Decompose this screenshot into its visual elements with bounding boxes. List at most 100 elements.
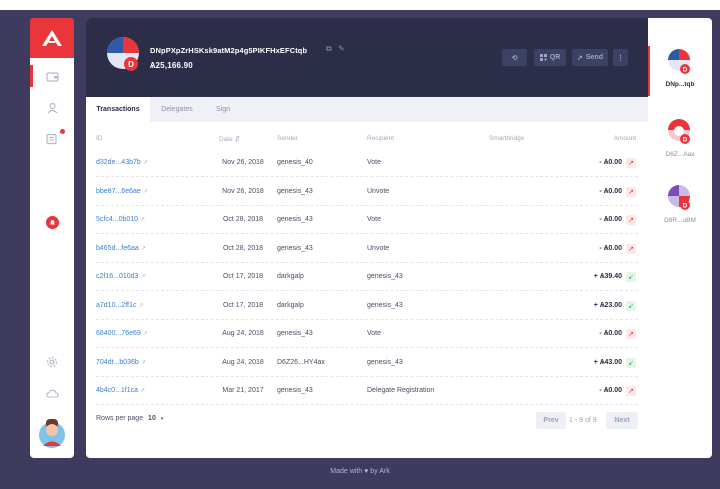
table-row[interactable]: b465d...fe6aa ↗ Oct 28, 2018 genesis_43 Unvo… bbox=[96, 235, 638, 263]
transaction-id-link[interactable]: 5cfc4...0b010 ↗ bbox=[96, 216, 146, 223]
external-link-icon: ↗ bbox=[140, 388, 146, 394]
qr-label: QR bbox=[549, 54, 561, 61]
table-row[interactable]: d32de...43b7b ↗ Nov 26, 2018 genesis_40 Vote… bbox=[96, 149, 638, 177]
incoming-arrow-icon: ↙ bbox=[626, 272, 636, 282]
transaction-sender[interactable]: genesis_43 bbox=[277, 187, 313, 195]
cloud-icon[interactable] bbox=[42, 383, 62, 403]
transaction-sender[interactable]: genesis_43 bbox=[277, 330, 313, 337]
column-date[interactable]: Date ⇵ bbox=[219, 136, 240, 143]
wallet-icon[interactable] bbox=[42, 66, 62, 86]
gear-icon[interactable] bbox=[42, 352, 62, 372]
transaction-date: Aug 24, 2018 bbox=[222, 358, 264, 366]
wallet-list-label: D6Z...Aax bbox=[665, 151, 695, 158]
external-link-icon: ↗ bbox=[140, 274, 146, 280]
window-top-band bbox=[0, 0, 720, 10]
copy-icon[interactable]: ⧉ bbox=[326, 44, 332, 53]
transaction-sender[interactable]: D6Z26...HY4ax bbox=[277, 358, 325, 366]
ark-logo-icon bbox=[42, 30, 62, 46]
transaction-date: Oct 17, 2018 bbox=[222, 301, 264, 309]
transaction-date: Nov 26, 2018 bbox=[222, 187, 264, 195]
wallet-list-item[interactable]: D D9R...uBM bbox=[648, 184, 712, 224]
transaction-sender[interactable]: darkgalp bbox=[277, 301, 304, 309]
wallet-list-item[interactable]: D D6Z...Aax bbox=[648, 118, 712, 158]
tab-delegates[interactable]: Delegates bbox=[161, 106, 193, 113]
table-row[interactable]: 704dt...b036b ↗ Aug 24, 2018 D6Z26...HY4ax g… bbox=[96, 349, 638, 377]
transaction-recipient[interactable]: Delegate Registration bbox=[367, 387, 435, 394]
transaction-recipient[interactable]: genesis_43 bbox=[367, 358, 403, 366]
outgoing-arrow-icon: ↗ bbox=[626, 215, 636, 225]
refresh-button[interactable]: ⟲ bbox=[502, 49, 527, 66]
external-link-icon: ↗ bbox=[142, 160, 148, 166]
wallet-list-label: DNp...tqb bbox=[665, 81, 695, 88]
transaction-id-link[interactable]: 4b4c0...1f1ca ↗ bbox=[96, 387, 146, 394]
transaction-sender[interactable]: darkgalp bbox=[277, 273, 304, 280]
transaction-id-link[interactable]: c2f16...010d3 ↗ bbox=[96, 273, 146, 280]
prev-page-button[interactable]: Prev bbox=[536, 412, 566, 429]
column-amount[interactable]: Amount bbox=[613, 135, 636, 142]
qr-button[interactable]: QR bbox=[534, 49, 566, 66]
transaction-recipient[interactable]: Unvote bbox=[367, 244, 390, 252]
rows-per-page-label: Rows per page bbox=[96, 415, 144, 422]
transaction-amount: + Ѧ43.00 bbox=[593, 358, 622, 366]
transaction-sender[interactable]: genesis_43 bbox=[277, 244, 313, 252]
transaction-recipient[interactable]: Vote bbox=[367, 159, 382, 166]
transaction-recipient[interactable]: genesis_43 bbox=[367, 301, 403, 309]
more-options-button[interactable]: ⋮ bbox=[613, 49, 628, 66]
wallet-list: D DNp...tqb D D6Z...Aax D D9R...uBM bbox=[648, 18, 712, 458]
transaction-date: Mar 21, 2017 bbox=[222, 387, 264, 394]
transaction-id-link[interactable]: bbe87...6e6ae ↗ bbox=[96, 187, 148, 195]
table-row[interactable]: 4b4c0...1f1ca ↗ Mar 21, 2017 genesis_43 Dele… bbox=[96, 377, 638, 405]
transaction-id-link[interactable]: d32de...43b7b ↗ bbox=[96, 159, 148, 166]
qr-icon bbox=[539, 54, 547, 61]
transaction-recipient[interactable]: Vote bbox=[367, 330, 382, 337]
next-page-button[interactable]: Next bbox=[606, 412, 638, 429]
transaction-recipient[interactable]: Vote bbox=[367, 216, 382, 223]
transaction-id-link[interactable]: a7d10...2ff1c ↗ bbox=[96, 301, 144, 309]
transaction-date: Nov 26, 2018 bbox=[222, 159, 264, 166]
sidebar bbox=[30, 18, 74, 458]
transaction-id-link[interactable]: 68400...76e69 ↗ bbox=[96, 330, 148, 337]
sidebar-active-indicator bbox=[30, 65, 33, 87]
transaction-id-link[interactable]: b465d...fe6aa ↗ bbox=[96, 244, 146, 252]
tab-sign[interactable]: Sign bbox=[215, 106, 230, 113]
table-row[interactable]: bbe87...6e6ae ↗ Nov 26, 2018 genesis_43 Unvo… bbox=[96, 178, 638, 206]
table-row[interactable]: a7d10...2ff1c ↗ Oct 17, 2018 darkgalp genesi… bbox=[96, 292, 638, 320]
transaction-sender[interactable]: genesis_40 bbox=[277, 159, 313, 166]
transaction-recipient[interactable]: genesis_43 bbox=[367, 273, 403, 280]
table-header: ID Date ⇵ Sender Recipient Smartbridge A… bbox=[86, 135, 648, 147]
column-recipient[interactable]: Recipient bbox=[367, 135, 395, 142]
send-button[interactable]: ↗ Send bbox=[572, 49, 608, 66]
wallet-list-item[interactable]: D DNp...tqb bbox=[648, 48, 712, 88]
incoming-arrow-icon: ↙ bbox=[626, 357, 636, 368]
wallet-balance: Ѧ25,166.90 bbox=[150, 61, 193, 70]
tab-transactions[interactable]: Transactions bbox=[86, 97, 150, 122]
column-smartbridge[interactable]: Smartbridge bbox=[489, 135, 525, 142]
contact-icon[interactable] bbox=[42, 98, 62, 118]
transaction-amount: - Ѧ0.00 bbox=[599, 244, 622, 252]
announcements-icon[interactable] bbox=[42, 129, 62, 149]
transaction-sender[interactable]: genesis_43 bbox=[277, 387, 313, 394]
column-sender[interactable]: Sender bbox=[277, 135, 298, 142]
transaction-id-link[interactable]: 704dt...b036b ↗ bbox=[96, 358, 146, 366]
transaction-amount: + Ѧ23.00 bbox=[593, 301, 622, 309]
table-row[interactable]: 5cfc4...0b010 ↗ Oct 28, 2018 genesis_43 Vote… bbox=[96, 206, 638, 234]
transaction-recipient[interactable]: Unvote bbox=[367, 187, 390, 195]
wallet-list-label: D9R...uBM bbox=[664, 217, 696, 224]
outgoing-arrow-icon: ↗ bbox=[626, 329, 636, 339]
page-info: 1 - 9 of 9 bbox=[569, 417, 597, 424]
svg-text:D: D bbox=[683, 204, 688, 210]
transaction-date: Aug 24, 2018 bbox=[222, 330, 264, 337]
rows-per-page[interactable]: Rows per page 10 ▾ bbox=[96, 415, 163, 422]
bell-icon[interactable] bbox=[46, 216, 59, 229]
transaction-amount: - Ѧ0.00 bbox=[599, 216, 622, 223]
transaction-sender[interactable]: genesis_43 bbox=[277, 216, 313, 223]
send-label: Send bbox=[585, 54, 603, 61]
wallet-header: D DNpPXpZrHSKsk9atM2p4g5PIKFHxEFCtqb ⧉ ✎… bbox=[86, 18, 648, 97]
rename-icon[interactable]: ✎ bbox=[337, 44, 345, 53]
table-row[interactable]: 68400...76e69 ↗ Aug 24, 2018 genesis_43 Vote… bbox=[96, 320, 638, 348]
column-id[interactable]: ID bbox=[96, 135, 103, 142]
outgoing-arrow-icon: ↗ bbox=[626, 386, 636, 396]
ark-logo[interactable] bbox=[30, 18, 74, 58]
table-row[interactable]: c2f16...010d3 ↗ Oct 17, 2018 darkgalp genesi… bbox=[96, 263, 638, 291]
profile-avatar[interactable] bbox=[38, 415, 66, 449]
